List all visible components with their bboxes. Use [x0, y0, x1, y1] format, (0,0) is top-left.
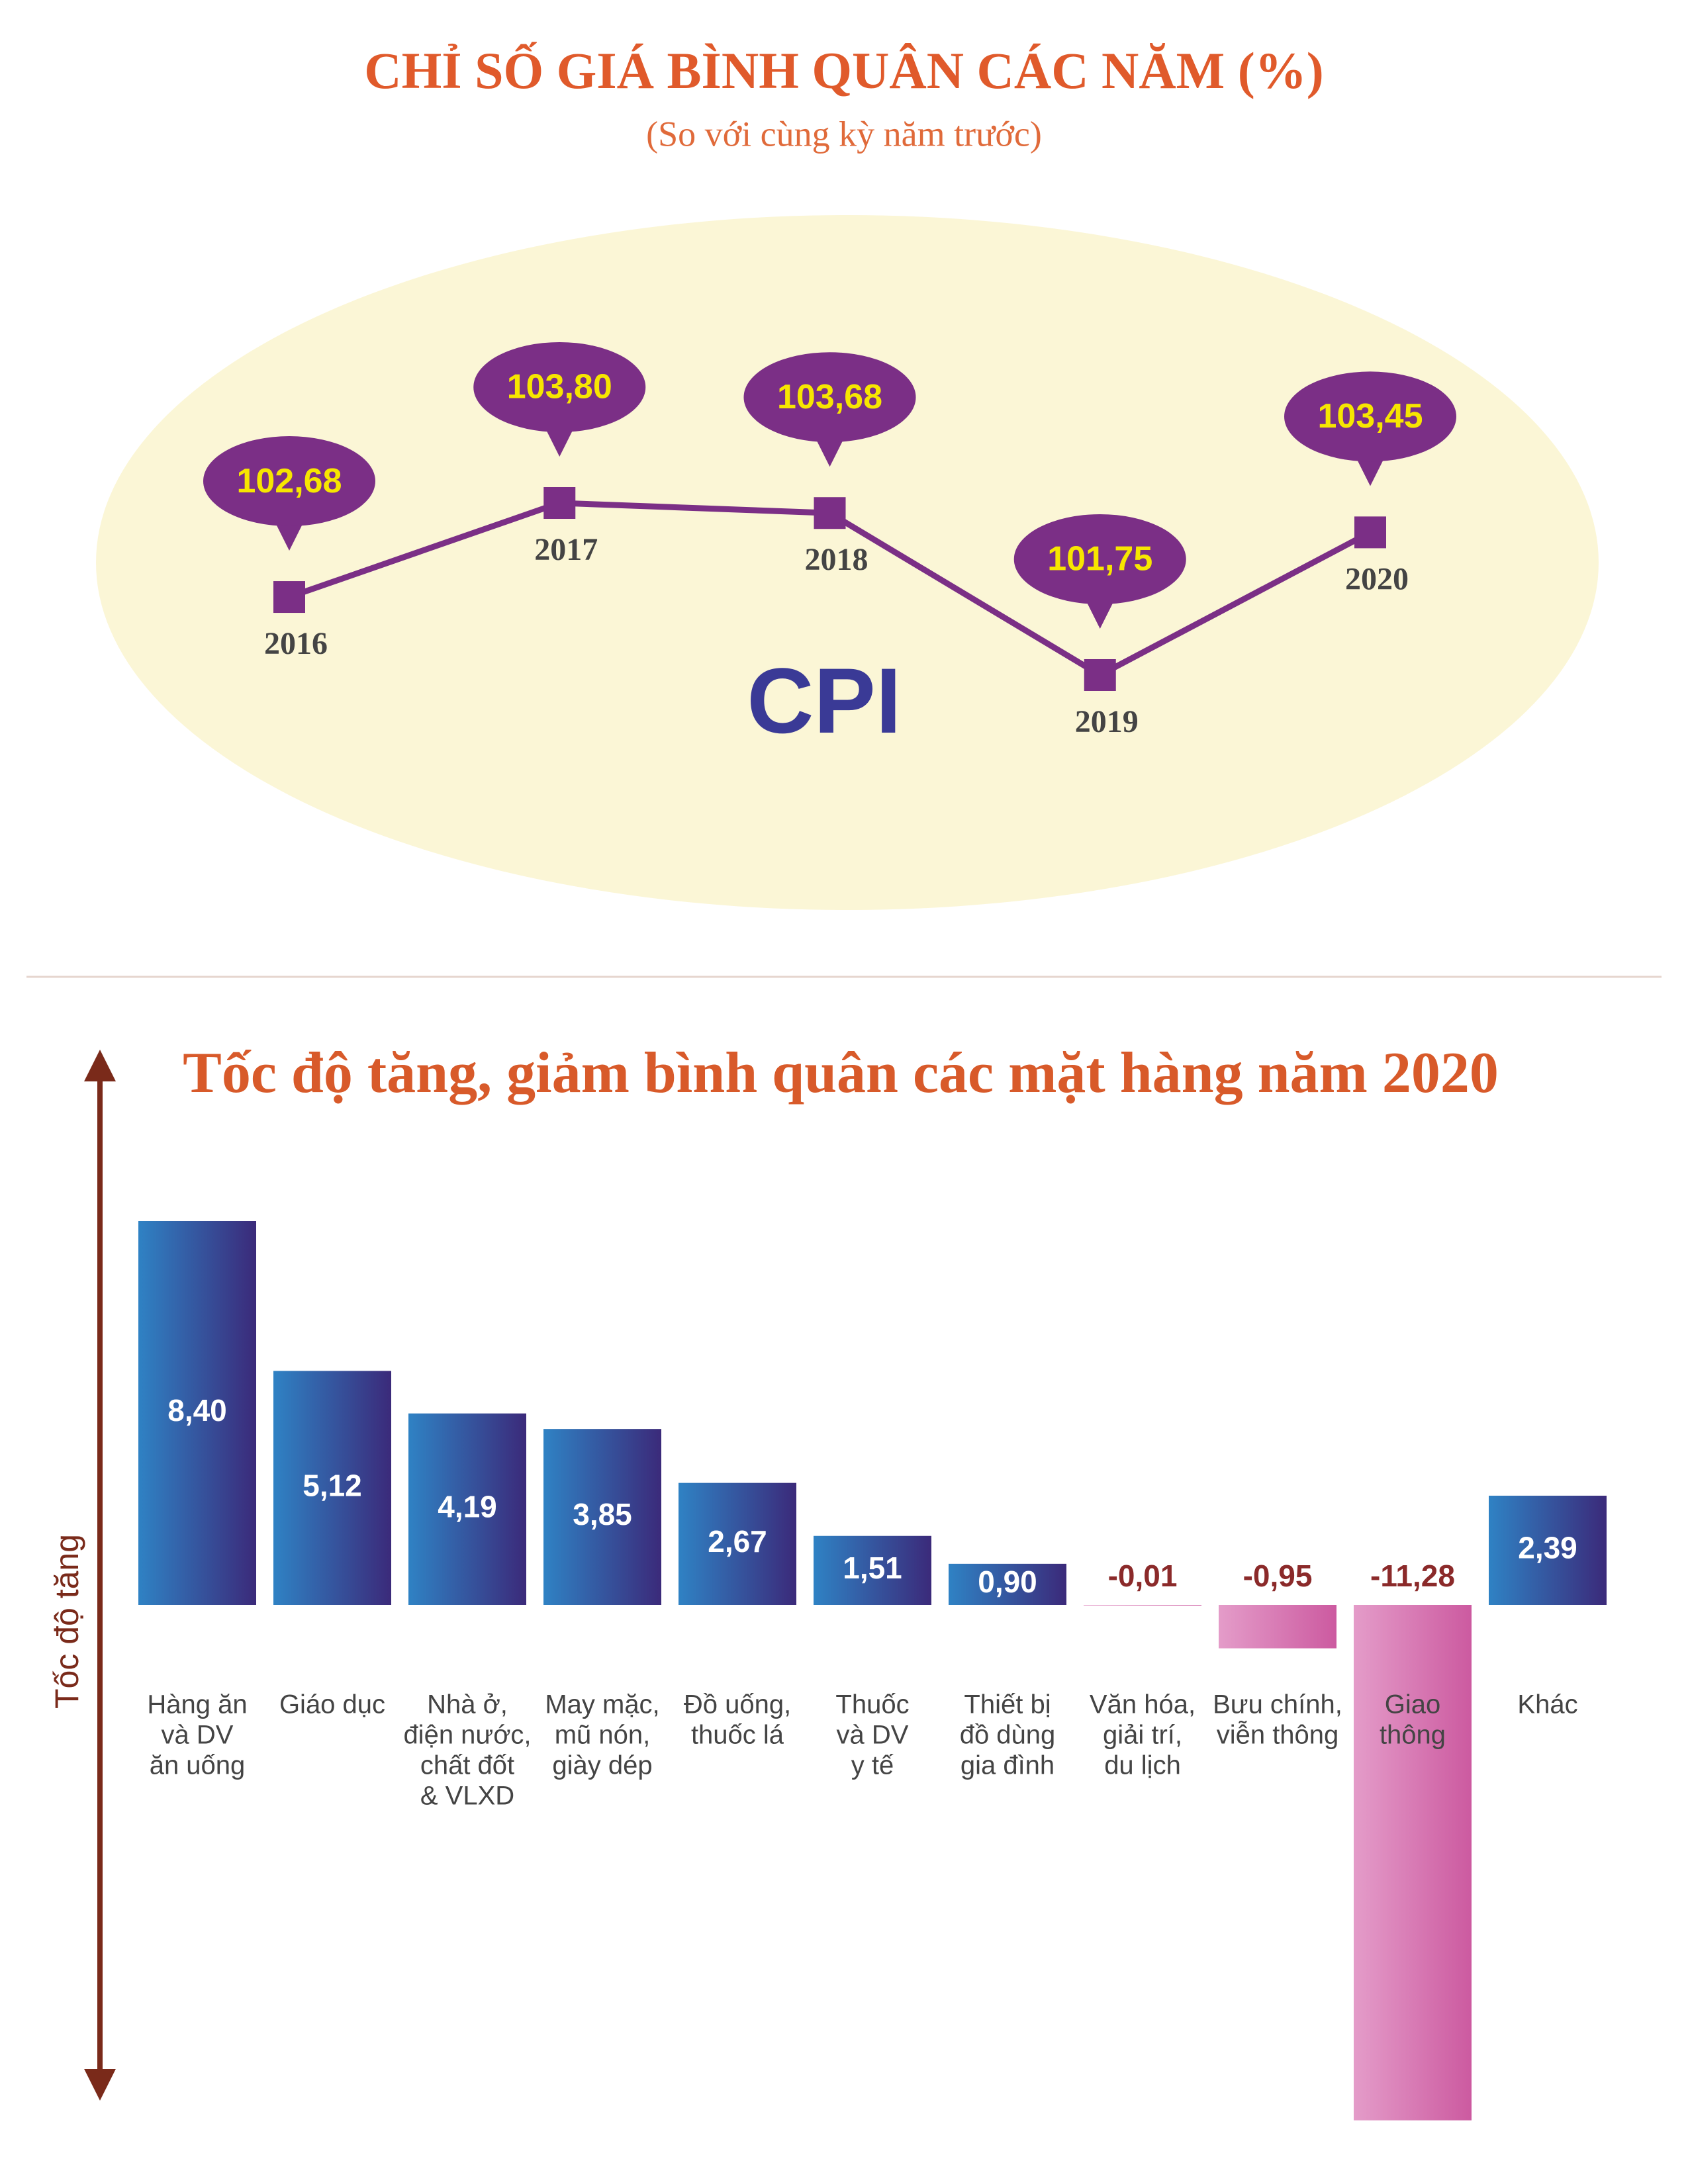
value-label: 103,80: [507, 368, 612, 406]
category-label: Giáo dục: [279, 1690, 385, 1719]
value-label: 1,51: [843, 1551, 902, 1585]
category-label: y tế: [851, 1751, 894, 1780]
category-label: và DV: [837, 1721, 909, 1750]
value-label: -11,28: [1370, 1559, 1455, 1593]
bar: [408, 1413, 526, 1605]
category-label: thuốc lá: [691, 1721, 784, 1750]
category-label: giải trí,: [1103, 1721, 1182, 1750]
value-label: 2,39: [1518, 1531, 1577, 1565]
category-label: Thiết bị: [964, 1690, 1051, 1719]
background-ellipse: [96, 215, 1599, 910]
category-label: gia đình: [961, 1751, 1055, 1780]
value-label: 103,45: [1317, 397, 1423, 435]
value-label: 102,68: [236, 462, 342, 500]
bubble: [473, 342, 646, 432]
value-label: 5,12: [303, 1468, 362, 1502]
category-label: Hàng ăn: [147, 1690, 247, 1719]
category-label: thông: [1380, 1721, 1446, 1750]
bar: [273, 1371, 391, 1605]
value-label: 2,67: [708, 1524, 767, 1559]
value-label: 101,75: [1047, 540, 1152, 578]
cpi-annotation: CPI: [747, 649, 901, 752]
value-label: 4,19: [438, 1490, 497, 1524]
category-label: ăn uống: [150, 1751, 246, 1780]
year-label: 2017: [534, 532, 598, 567]
bar: [1084, 1605, 1201, 1606]
bubble: [1284, 371, 1456, 462]
value-label: -0,95: [1243, 1559, 1313, 1593]
bar: [679, 1482, 796, 1605]
category-label: giày dép: [552, 1751, 652, 1780]
category-label: Văn hóa,: [1090, 1690, 1196, 1719]
point: [273, 581, 305, 614]
chart-title: CHỈ SỐ GIÁ BÌNH QUÂN CÁC NĂM (%): [364, 42, 1324, 99]
value-label: 103,68: [777, 378, 882, 416]
value-label: 0,90: [978, 1565, 1037, 1599]
category-label: & VLXD: [420, 1782, 514, 1811]
value-label: 3,85: [573, 1497, 632, 1531]
category-label: Giao: [1385, 1690, 1441, 1719]
year-label: 2019: [1075, 704, 1139, 739]
category-label: Thuốc: [835, 1690, 909, 1719]
category-label: Đồ uống,: [684, 1690, 791, 1719]
point: [543, 487, 576, 519]
category-label: mũ nón,: [555, 1721, 651, 1750]
point: [1084, 659, 1116, 691]
bar: [543, 1429, 661, 1605]
chart-subtitle: (So với cùng kỳ năm trước): [646, 114, 1042, 154]
bar: [1489, 1495, 1607, 1605]
value-label: -0,01: [1108, 1559, 1178, 1593]
category-label: Nhà ở,: [427, 1690, 508, 1719]
category-label: May mặc,: [545, 1690, 659, 1719]
year-label: 2016: [264, 626, 328, 661]
bar: [138, 1221, 256, 1605]
year-label: 2018: [805, 542, 868, 577]
bar: [949, 1563, 1066, 1605]
bar: [1219, 1605, 1336, 1649]
category-label: Khác: [1517, 1690, 1577, 1719]
category-label: và DV: [162, 1721, 234, 1750]
value-label: 8,40: [167, 1393, 227, 1428]
chart-title: Tốc độ tăng, giảm bình quân các mặt hàng…: [183, 1041, 1499, 1105]
year-label: 2020: [1345, 561, 1409, 596]
category-label: du lịch: [1104, 1751, 1181, 1780]
point: [1354, 516, 1386, 549]
y-axis-label: Tốc độ tăng: [48, 1534, 85, 1709]
category-label: điện nước,: [403, 1721, 531, 1750]
bubble: [1013, 514, 1186, 604]
category-label: chất đốt: [420, 1751, 514, 1780]
category-label: Bưu chính,: [1213, 1690, 1342, 1719]
category-label: viễn thông: [1217, 1720, 1339, 1750]
bubble: [203, 436, 375, 527]
point: [814, 497, 846, 529]
bar: [1354, 1605, 1472, 2120]
bubble: [743, 352, 916, 443]
category-label: đồ dùng: [960, 1721, 1056, 1750]
bar: [814, 1535, 931, 1605]
